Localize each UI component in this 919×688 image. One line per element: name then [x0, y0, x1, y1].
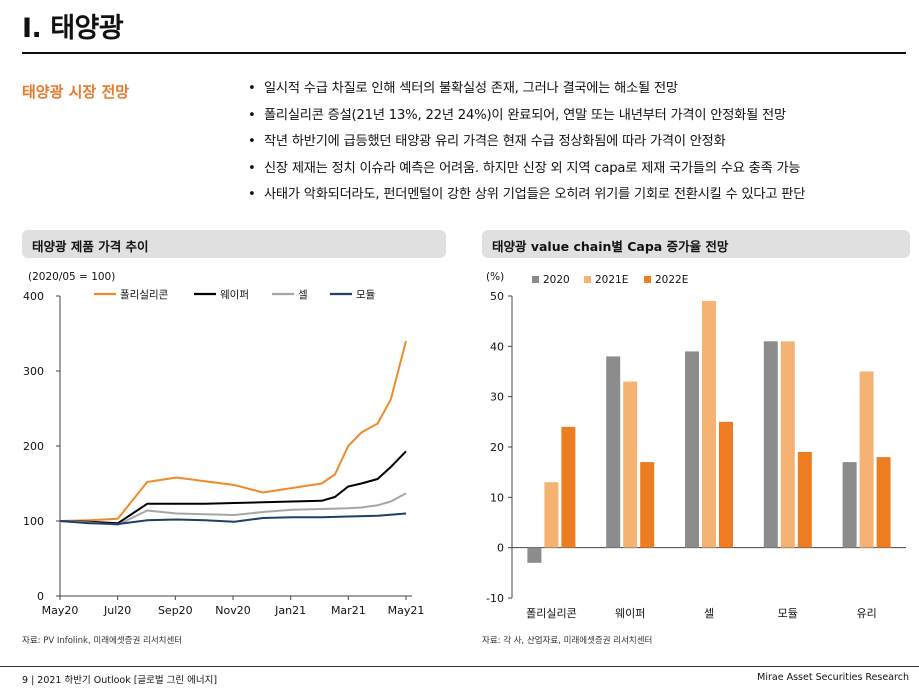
- legend-swatch: [644, 276, 651, 283]
- bullet-item: • 일시적 수급 차질로 인해 섹터의 불확실성 존재, 그러나 결국에는 해소될…: [248, 76, 805, 103]
- x-tick-label: Jul20: [103, 604, 131, 617]
- bullet-text: 신장 제재는 정치 이슈라 예측은 어려움. 하지만 신장 외 지역 capa로…: [264, 160, 801, 176]
- bar: [780, 341, 795, 548]
- bar: [544, 482, 559, 548]
- y-tick-label: 100: [23, 515, 44, 528]
- bar-chart-header: 태양광 value chain별 Capa 증가율 전망: [482, 230, 910, 258]
- legend-swatch: [584, 276, 591, 283]
- footer-page-info: 9 | 2021 하반기 Outlook [글로벌 그린 에너지]: [22, 675, 218, 686]
- y-tick-label: 20: [490, 441, 504, 454]
- series-line: [59, 492, 407, 526]
- series-line: [59, 512, 407, 525]
- category-label: 셀: [704, 607, 714, 620]
- y-tick-label: 0: [37, 590, 44, 603]
- page-title: I. 태양광: [22, 13, 124, 44]
- legend-swatch: [532, 276, 539, 283]
- bullet-dot: •: [248, 187, 256, 202]
- legend-label: 모듈: [356, 289, 376, 301]
- y-tick-label: 10: [490, 491, 504, 504]
- legend-label: 웨이퍼: [220, 289, 249, 301]
- bar: [623, 381, 638, 548]
- y-tick-label: 400: [23, 290, 44, 303]
- bar: [685, 351, 699, 548]
- right-chart-source: 자료: 각 사, 산업자료, 미래에셋증권 리서치센터: [482, 636, 653, 646]
- series-line: [59, 340, 407, 522]
- y-tick-label: 30: [490, 391, 504, 404]
- y-tick-label: 300: [23, 365, 44, 378]
- x-tick-label: May20: [42, 604, 79, 617]
- section-label: 태양광 시장 전망: [22, 83, 130, 101]
- bar: [702, 301, 716, 548]
- bullet-dot: •: [248, 81, 256, 96]
- legend-label: 셀: [298, 289, 308, 301]
- y-tick-label: -10: [486, 592, 504, 605]
- legend-label: 2020: [543, 274, 570, 286]
- bullet-text: 작년 하반기에 급등했던 태양광 유리 가격은 현재 수급 정상화됨에 따라 가…: [264, 134, 726, 149]
- x-tick-label: Sep20: [158, 604, 193, 617]
- bar: [527, 547, 542, 563]
- bullet-item: • 사태가 악화되더라도, 펀더멘털이 강한 상위 기업들은 오히려 위기를 기회…: [248, 182, 805, 209]
- y-tick-label: 0: [497, 542, 504, 555]
- category-label: 폴리실리콘: [526, 607, 577, 620]
- bar: [842, 462, 857, 548]
- price-trend-line-chart: (2020/05 = 100) 0 100 200 300 400 May20 Jul20 Se…: [23, 271, 425, 617]
- bullet-dot: •: [248, 160, 256, 176]
- bullet-item: • 신장 제재는 정치 이슈라 예측은 어려움. 하지만 신장 외 지역 capa…: [248, 156, 805, 183]
- line-chart-unit-label: (2020/05 = 100): [28, 271, 115, 283]
- bar: [606, 356, 621, 548]
- series-line: [59, 450, 407, 525]
- bar: [859, 371, 874, 548]
- line-chart-title: 태양광 제품 가격 추이: [32, 239, 149, 254]
- bar-chart-title: 태양광 value chain별 Capa 증가율 전망: [492, 239, 729, 254]
- bullet-text: 사태가 악화되더라도, 펀더멘털이 강한 상위 기업들은 오히려 위기를 기회로…: [264, 187, 806, 202]
- y-tick-label: 40: [490, 340, 504, 353]
- x-tick-label: Jan21: [274, 604, 306, 617]
- x-tick-label: Mar21: [331, 604, 366, 617]
- category-label: 웨이퍼: [615, 607, 645, 620]
- footer-divider: [0, 666, 919, 667]
- category-label: 유리: [856, 607, 876, 620]
- bullet-dot: •: [248, 107, 256, 123]
- line-chart-header: 태양광 제품 가격 추이: [22, 230, 446, 258]
- capa-growth-bar-chart: (%) -10 0 10 20 30 40 50 폴리실리콘 웨이퍼 셀 모듈 유리 2020 2021E 2…: [486, 271, 906, 620]
- bullet-item: • 작년 하반기에 급등했던 태양광 유리 가격은 현재 수급 정상화됨에 따라 …: [248, 129, 805, 156]
- left-chart-source: 자료: PV Infolink, 미래에셋증권 리서치센터: [22, 636, 183, 646]
- y-tick-label: 50: [490, 290, 504, 303]
- legend-label: 폴리실리콘: [120, 289, 169, 301]
- bar: [876, 457, 891, 548]
- bullet-list: • 일시적 수급 차질로 인해 섹터의 불확실성 존재, 그러나 결국에는 해소될…: [248, 76, 805, 209]
- title-divider: [22, 52, 906, 54]
- bar-chart-unit-label: (%): [486, 271, 504, 283]
- x-tick-label: May21: [388, 604, 425, 617]
- category-label: 모듈: [778, 607, 798, 620]
- bullet-text: 일시적 수급 차질로 인해 섹터의 불확실성 존재, 그러나 결국에는 해소될 …: [264, 81, 678, 96]
- bullet-dot: •: [248, 134, 256, 149]
- bar: [640, 462, 655, 548]
- bar: [763, 341, 778, 548]
- y-tick-label: 200: [23, 440, 44, 453]
- bar: [561, 426, 576, 548]
- legend-label: 2021E: [595, 274, 628, 286]
- legend-label: 2022E: [655, 274, 688, 286]
- x-tick-label: Nov20: [215, 604, 250, 617]
- bullet-item: • 폴리실리콘 증설(21년 13%, 22년 24%)이 완료되어, 연말 또는…: [248, 103, 805, 130]
- footer-publisher: Mirae Asset Securities Research: [757, 672, 909, 683]
- bar: [797, 452, 812, 548]
- bar: [719, 421, 733, 548]
- bullet-text: 폴리실리콘 증설(21년 13%, 22년 24%)이 완료되어, 연말 또는 …: [264, 107, 786, 123]
